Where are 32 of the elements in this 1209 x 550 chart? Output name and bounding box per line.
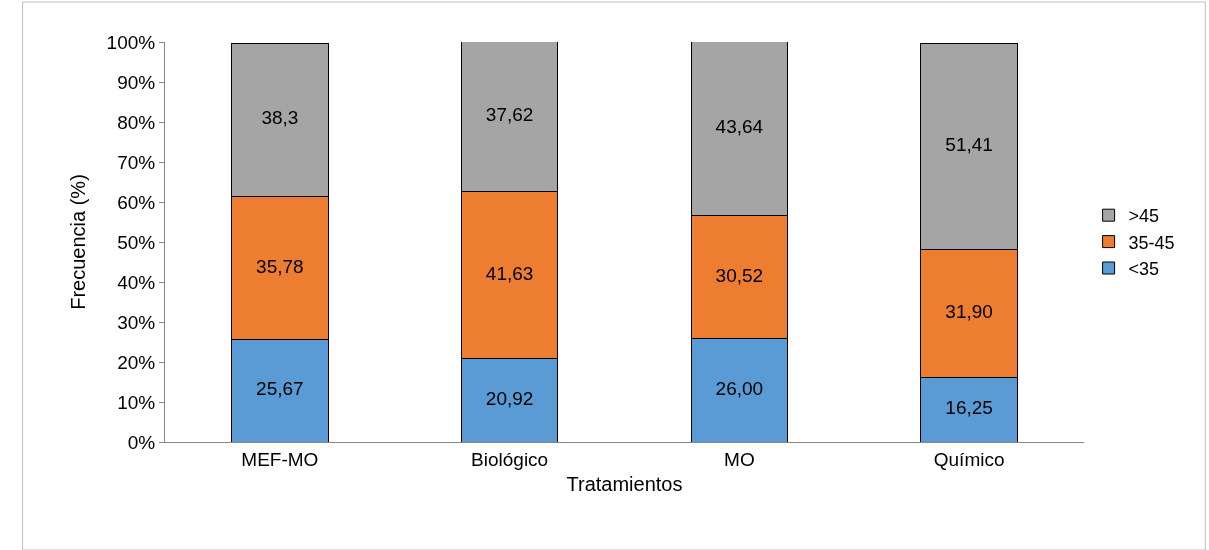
data-label: 30,52 (715, 264, 764, 286)
x-tick-label: MEF-MO (241, 448, 319, 470)
x-tick-label: Químico (933, 448, 1005, 470)
data-label: 38,3 (261, 107, 299, 129)
x-tick-label: MO (724, 448, 755, 470)
legend-label: >45 (1128, 206, 1160, 227)
y-tick-label: 30% (117, 311, 156, 333)
y-tick-label: 100% (106, 31, 156, 53)
data-label: 35,78 (256, 255, 304, 277)
x-tick-label: Biológico (471, 448, 549, 470)
data-label: 51,41 (945, 134, 993, 156)
y-tick-label: 90% (117, 71, 156, 93)
data-label: 43,64 (715, 116, 764, 138)
legend-label: <35 (1128, 259, 1160, 280)
y-tick-label: 40% (117, 271, 156, 293)
data-label: 16,25 (945, 397, 993, 419)
y-tick-label: 80% (117, 111, 156, 133)
data-label: 37,62 (485, 104, 534, 126)
y-tick-label: 60% (117, 191, 156, 213)
data-label: 20,92 (485, 387, 534, 409)
data-label: 25,67 (256, 378, 304, 400)
y-tick-label: 0% (127, 431, 156, 453)
data-label: 26,00 (715, 377, 764, 399)
data-label: 41,63 (485, 262, 534, 284)
x-axis-title: Tratamientos (566, 473, 683, 496)
y-tick-label: 10% (117, 391, 156, 413)
y-tick-label: 20% (117, 351, 156, 373)
data-label: 31,90 (945, 300, 993, 322)
y-axis-title: Frecuencia (%) (67, 174, 90, 310)
y-tick-label: 70% (117, 151, 156, 173)
legend-label: 35-45 (1128, 232, 1175, 253)
y-tick-label: 50% (117, 231, 156, 253)
